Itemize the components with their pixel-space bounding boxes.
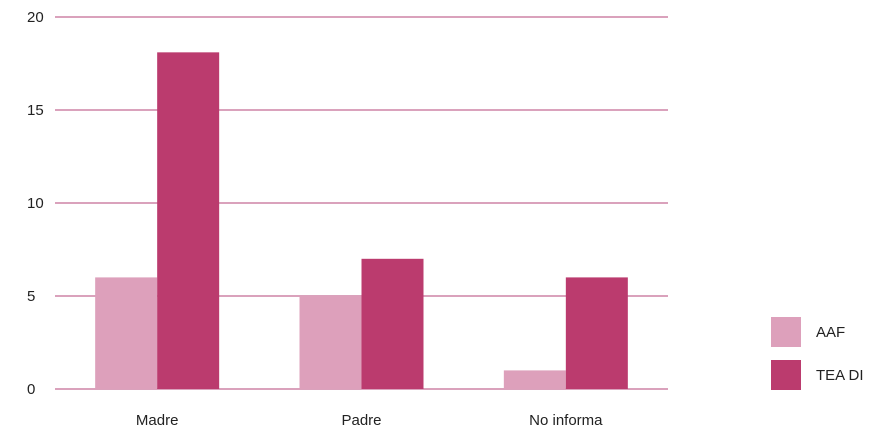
bar-tea-di <box>157 52 220 390</box>
y-tick-label: 10 <box>27 195 44 212</box>
x-axis-ticks: Madre Padre No informa <box>136 412 603 429</box>
x-tick-label: Madre <box>136 412 179 429</box>
y-tick-label: 0 <box>27 381 35 398</box>
y-axis-ticks: 0 5 10 15 20 <box>27 9 44 398</box>
bar-tea-di <box>565 277 628 389</box>
legend-label-tea-di: TEA DI <box>816 367 864 384</box>
bars <box>95 52 628 390</box>
legend: AAF TEA DI <box>771 317 864 390</box>
bar-aaf <box>299 296 362 389</box>
legend-swatch-aaf <box>771 317 801 347</box>
bar-aaf <box>503 370 566 389</box>
x-tick-label: No informa <box>529 412 603 429</box>
x-tick-label: Padre <box>341 412 381 429</box>
y-tick-label: 20 <box>27 9 44 26</box>
y-tick-label: 15 <box>27 102 44 119</box>
bar-tea-di <box>361 258 424 389</box>
legend-swatch-tea-di <box>771 360 801 390</box>
legend-label-aaf: AAF <box>816 324 845 341</box>
y-tick-label: 5 <box>27 288 35 305</box>
bar-aaf <box>95 277 158 389</box>
